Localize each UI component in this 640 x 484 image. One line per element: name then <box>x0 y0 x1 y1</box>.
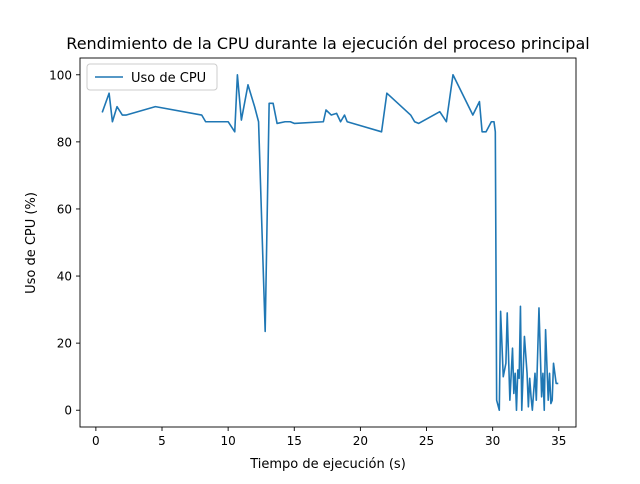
x-tick-label-20: 20 <box>353 434 368 448</box>
legend-label: Uso de CPU <box>131 71 206 86</box>
x-tick-label-10: 10 <box>220 434 235 448</box>
x-tick-label-0: 0 <box>92 434 100 448</box>
x-tick-label-35: 35 <box>551 434 566 448</box>
plot-area: 0 5 10 15 20 25 30 35 0 20 40 60 80 100 <box>49 57 577 448</box>
y-tick-label-40: 40 <box>57 270 72 284</box>
x-axis-label: Tiempo de ejecución (s) <box>249 457 406 472</box>
series-line-0 <box>101 73 559 412</box>
axes-frame <box>79 57 577 428</box>
y-tick-label-60: 60 <box>57 202 72 216</box>
y-tick-label-20: 20 <box>57 337 72 351</box>
y-tick-label-0: 0 <box>64 404 72 418</box>
legend-box <box>86 63 218 91</box>
x-tick-label-15: 15 <box>287 434 302 448</box>
x-tick-label-5: 5 <box>158 434 166 448</box>
chart-title: Rendimiento de la CPU durante la ejecuci… <box>66 34 589 53</box>
y-tick-label-80: 80 <box>57 135 72 149</box>
x-tick-label-25: 25 <box>419 434 434 448</box>
legend: Uso de CPU <box>86 63 218 91</box>
y-tick-label-100: 100 <box>49 68 72 82</box>
x-tick-label-30: 30 <box>485 434 500 448</box>
y-axis-label: Uso de CPU (%) <box>24 192 39 294</box>
